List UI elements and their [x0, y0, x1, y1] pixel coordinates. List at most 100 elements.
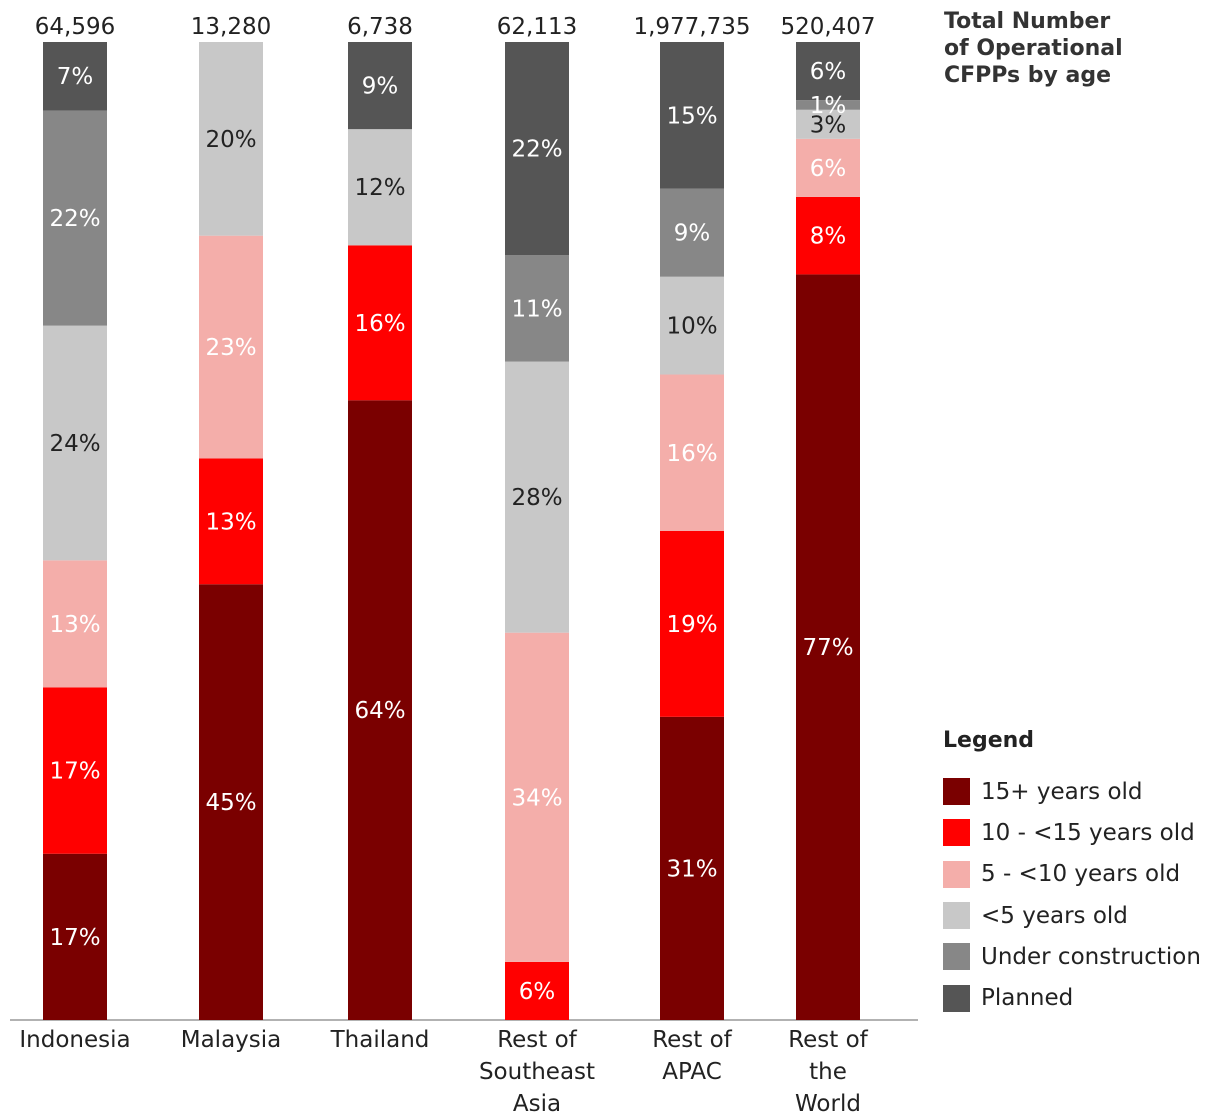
bar-segment-planned: [348, 42, 412, 130]
x-tick-label: Indonesia: [19, 1027, 130, 1053]
legend-label: Under construction: [981, 943, 1201, 970]
data-label: 6%: [810, 59, 847, 85]
data-label: 28%: [511, 485, 562, 511]
bar-segment-10-15-years-old: [199, 458, 263, 585]
x-tick-label: APAC: [662, 1059, 722, 1085]
legend-label: 15+ years old: [981, 778, 1143, 805]
data-label: 1%: [810, 93, 847, 119]
data-label: 16%: [666, 441, 717, 467]
bar-segment-15-years-old: [199, 584, 263, 1020]
data-label: 16%: [354, 311, 405, 337]
x-tick-label: World: [795, 1091, 861, 1115]
x-tick-label: Asia: [513, 1091, 561, 1115]
bar-segment-5-10-years-old: [660, 374, 724, 531]
data-label: 77%: [802, 635, 853, 661]
data-label: 12%: [354, 175, 405, 201]
legend-item: Under construction: [943, 936, 1225, 977]
legend: Legend 15+ years old 10 - <15 years old …: [943, 728, 1225, 1019]
legend-label: Planned: [981, 985, 1074, 1012]
bar-total-label: 13,280: [191, 14, 271, 40]
data-label: 13%: [205, 509, 256, 535]
bar-segment-planned: [43, 42, 107, 111]
totals-heading-line: CFPPs by age: [944, 63, 1112, 88]
bar-segment-10-15-years-old: [660, 531, 724, 717]
bar-segment-5-years-old: [348, 129, 412, 246]
legend-swatch: [943, 984, 970, 1012]
bar-segment-5-years-old: [43, 325, 107, 561]
legend-label: 5 - <10 years old: [981, 861, 1181, 888]
legend-item: Planned: [943, 977, 1225, 1018]
totals-heading-line: Total Number: [944, 9, 1111, 34]
data-label: 6%: [519, 979, 556, 1005]
data-label: 7%: [57, 64, 94, 90]
totals-group: 64,596 13,280 6,738 62,113 1,977,735 520,407: [35, 14, 876, 40]
data-label: 9%: [674, 221, 711, 247]
data-label: 8%: [810, 224, 847, 250]
bar-segment-under-construction: [43, 110, 107, 326]
bar-segment-15-years-old: [43, 853, 107, 1020]
legend-swatch: [943, 943, 970, 971]
data-label: 17%: [49, 759, 100, 785]
bar-segment-10-15-years-old: [796, 196, 860, 275]
bar-total-label: 62,113: [497, 14, 577, 40]
legend-swatch: [943, 860, 970, 888]
bar-segment-15-years-old: [796, 274, 860, 1021]
data-label: 17%: [49, 925, 100, 951]
x-tick-label: Rest of: [497, 1027, 577, 1053]
data-label: 22%: [49, 206, 100, 232]
data-label: 6%: [810, 156, 847, 182]
data-label: 3%: [810, 112, 847, 138]
legend-title: Legend: [943, 728, 1035, 753]
totals-heading: Total Number of Operational CFPPs by age: [944, 8, 1214, 89]
bar-segment-5-10-years-old: [199, 235, 263, 459]
data-label: 10%: [666, 314, 717, 340]
legend-label: <5 years old: [981, 902, 1128, 929]
bar-segment-5-years-old: [796, 109, 860, 139]
x-tick-label: Thailand: [330, 1027, 430, 1053]
bar-segment-5-10-years-old: [796, 138, 860, 197]
bar-segment-planned: [505, 42, 569, 256]
bar-segment-under-construction: [660, 188, 724, 277]
data-label: 24%: [49, 431, 100, 457]
bar-segment-under-construction: [505, 255, 569, 362]
bar-total-label: 1,977,735: [633, 14, 750, 40]
data-label: 23%: [205, 335, 256, 361]
segment-labels-group: 17% 17% 13% 24% 22% 7% 45% 13% 23% 20% 64% 16% 12% 9%…: [49, 59, 853, 1005]
bar-segment-5-years-old: [505, 361, 569, 633]
data-label: 9%: [362, 74, 399, 100]
bar-segment-planned: [796, 42, 860, 101]
x-tick-label: Malaysia: [181, 1027, 282, 1053]
data-label: 22%: [511, 137, 562, 163]
bar-segment-5-10-years-old: [505, 632, 569, 962]
bar-total-label: 520,407: [780, 14, 875, 40]
legend-item: 15+ years old: [943, 771, 1225, 812]
data-label: 19%: [666, 612, 717, 638]
legend-item: <5 years old: [943, 895, 1225, 936]
legend-swatch: [943, 778, 970, 806]
bar-segment-under-construction: [796, 100, 860, 110]
bar-segment-5-10-years-old: [43, 560, 107, 688]
data-label: 31%: [666, 856, 717, 882]
x-tick-label: Southeast: [479, 1059, 595, 1085]
bar-segment-10-15-years-old: [43, 687, 107, 854]
bar-segment-5-years-old: [199, 42, 263, 236]
data-label: 15%: [666, 103, 717, 129]
legend-item: 10 - <15 years old: [943, 812, 1225, 853]
data-label: 20%: [205, 127, 256, 153]
x-tick-labels-group: Indonesia Malaysia Thailand Rest of Southeas…: [19, 1027, 868, 1115]
bar-segment-15-years-old: [660, 716, 724, 1020]
bar-segment-10-15-years-old: [505, 961, 569, 1020]
data-label: 13%: [49, 612, 100, 638]
x-tick-label: Rest of: [652, 1027, 732, 1053]
bars-group: [43, 42, 860, 1021]
bar-total-label: 64,596: [35, 14, 115, 40]
legend-item: 5 - <10 years old: [943, 854, 1225, 895]
data-label: 34%: [511, 785, 562, 811]
data-label: 11%: [511, 296, 562, 322]
legend-swatch: [943, 819, 970, 847]
bar-total-label: 6,738: [347, 14, 413, 40]
x-tick-label: Rest of: [788, 1027, 868, 1053]
bar-segment-15-years-old: [348, 400, 412, 1020]
data-label: 45%: [205, 790, 256, 816]
